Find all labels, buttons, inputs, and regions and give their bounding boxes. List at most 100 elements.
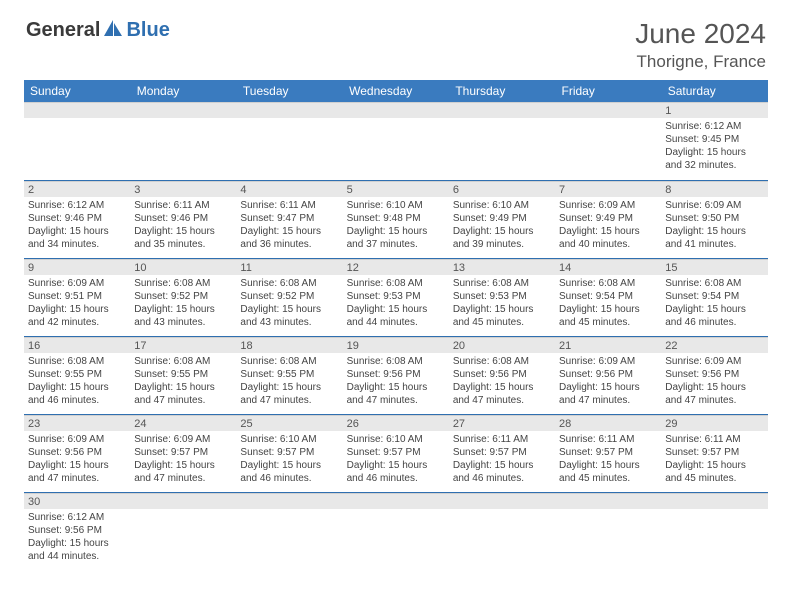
day-body: Sunrise: 6:10 AMSunset: 9:48 PMDaylight:… — [343, 197, 449, 253]
day-body: Sunrise: 6:08 AMSunset: 9:54 PMDaylight:… — [661, 275, 767, 331]
daylight-line: Daylight: 15 hours and 32 minutes. — [665, 146, 763, 172]
daylight-line: Daylight: 15 hours and 45 minutes. — [665, 459, 763, 485]
day-body: Sunrise: 6:08 AMSunset: 9:56 PMDaylight:… — [449, 353, 555, 409]
sunrise-line: Sunrise: 6:08 AM — [453, 277, 551, 290]
sunset-line: Sunset: 9:55 PM — [134, 368, 232, 381]
sunrise-line: Sunrise: 6:09 AM — [665, 355, 763, 368]
day-number: 15 — [661, 259, 767, 275]
day-number: 9 — [24, 259, 130, 275]
day-body: Sunrise: 6:08 AMSunset: 9:52 PMDaylight:… — [130, 275, 236, 331]
calendar-cell: 12Sunrise: 6:08 AMSunset: 9:53 PMDayligh… — [343, 258, 449, 336]
day-body: Sunrise: 6:11 AMSunset: 9:57 PMDaylight:… — [449, 431, 555, 487]
day-number-empty — [130, 102, 236, 118]
calendar-row: 9 Sunrise: 6:09 AMSunset: 9:51 PM Daylight… — [24, 258, 768, 336]
day-body: Sunrise: 6:09 AMSunset: 9:49 PMDaylight:… — [555, 197, 661, 253]
day-body: Sunrise: 6:08 AMSunset: 9:54 PMDaylight:… — [555, 275, 661, 331]
daylight-line: Daylight: 15 hours and 47 minutes. — [347, 381, 445, 407]
day-body: Sunrise: 6:10 AMSunset: 9:57 PMDaylight:… — [236, 431, 342, 487]
calendar-cell: 2Sunrise: 6:12 AMSunset: 9:46 PMDaylight… — [24, 180, 130, 258]
calendar-cell: 25Sunrise: 6:10 AMSunset: 9:57 PMDayligh… — [236, 414, 342, 492]
calendar-row: 23Sunrise: 6:09 AMSunset: 9:56 PMDayligh… — [24, 414, 768, 492]
day-number: 26 — [343, 415, 449, 431]
daylight-line: Daylight: 15 hours and 47 minutes. — [134, 381, 232, 407]
calendar-cell — [236, 492, 342, 570]
day-number-empty — [236, 493, 342, 509]
sunset-line: Sunset: 9:52 PM — [240, 290, 338, 303]
sunset-line: Sunset: 9:53 PM — [453, 290, 551, 303]
day-number-empty — [449, 102, 555, 118]
sunrise-line: Sunrise: 6:09 AM — [559, 199, 657, 212]
sunset-line: Sunset: 9:56 PM — [347, 368, 445, 381]
sunset-line: Sunset: 9:56 PM — [559, 368, 657, 381]
calendar-cell: 21Sunrise: 6:09 AMSunset: 9:56 PMDayligh… — [555, 336, 661, 414]
sunrise-line: Sunrise: 6:08 AM — [347, 277, 445, 290]
sunset-line: Sunset: 9:57 PM — [665, 446, 763, 459]
day-body: Sunrise: 6:11 AMSunset: 9:57 PMDaylight:… — [555, 431, 661, 487]
day-body: Sunrise: 6:09 AMSunset: 9:56 PMDaylight:… — [661, 353, 767, 409]
calendar-cell: 24Sunrise: 6:09 AMSunset: 9:57 PMDayligh… — [130, 414, 236, 492]
sunrise-line: Sunrise: 6:09 AM — [28, 277, 126, 290]
daylight-line: Daylight: 15 hours and 44 minutes. — [28, 537, 126, 563]
calendar-cell — [555, 102, 661, 180]
sunset-line: Sunset: 9:56 PM — [453, 368, 551, 381]
day-body: Sunrise: 6:08 AMSunset: 9:55 PMDaylight:… — [236, 353, 342, 409]
day-body: Sunrise: 6:11 AMSunset: 9:57 PMDaylight:… — [661, 431, 767, 487]
daylight-line: Daylight: 15 hours and 34 minutes. — [28, 225, 126, 251]
weekday-header-row: Sunday Monday Tuesday Wednesday Thursday… — [24, 80, 768, 102]
sunset-line: Sunset: 9:46 PM — [134, 212, 232, 225]
day-number: 3 — [130, 181, 236, 197]
daylight-line: Daylight: 15 hours and 46 minutes. — [453, 459, 551, 485]
sunset-line: Sunset: 9:56 PM — [28, 446, 126, 459]
day-body: Sunrise: 6:09 AMSunset: 9:56 PMDaylight:… — [24, 431, 130, 487]
calendar-cell — [661, 492, 767, 570]
calendar-cell — [449, 102, 555, 180]
day-number: 8 — [661, 181, 767, 197]
sunrise-line: Sunrise: 6:11 AM — [559, 433, 657, 446]
calendar-row: 1Sunrise: 6:12 AMSunset: 9:45 PMDaylight… — [24, 102, 768, 180]
daylight-line: Daylight: 15 hours and 46 minutes. — [347, 459, 445, 485]
weekday-header: Wednesday — [343, 80, 449, 102]
sunset-line: Sunset: 9:57 PM — [453, 446, 551, 459]
sunset-line: Sunset: 9:55 PM — [240, 368, 338, 381]
sunset-line: Sunset: 9:50 PM — [665, 212, 763, 225]
sunset-line: Sunset: 9:46 PM — [28, 212, 126, 225]
day-number: 23 — [24, 415, 130, 431]
day-number: 21 — [555, 337, 661, 353]
sunrise-line: Sunrise: 6:08 AM — [665, 277, 763, 290]
daylight-line: Daylight: 15 hours and 35 minutes. — [134, 225, 232, 251]
sunset-line: Sunset: 9:56 PM — [665, 368, 763, 381]
day-body: Sunrise: 6:08 AMSunset: 9:55 PMDaylight:… — [24, 353, 130, 409]
sunset-line: Sunset: 9:57 PM — [347, 446, 445, 459]
day-number: 19 — [343, 337, 449, 353]
day-number: 24 — [130, 415, 236, 431]
sunrise-line: Sunrise: 6:10 AM — [347, 199, 445, 212]
sunrise-line: Sunrise: 6:08 AM — [347, 355, 445, 368]
day-number: 20 — [449, 337, 555, 353]
calendar-cell: 27Sunrise: 6:11 AMSunset: 9:57 PMDayligh… — [449, 414, 555, 492]
calendar-cell: 16Sunrise: 6:08 AMSunset: 9:55 PMDayligh… — [24, 336, 130, 414]
day-body: Sunrise: 6:12 AMSunset: 9:46 PMDaylight:… — [24, 197, 130, 253]
sunrise-line: Sunrise: 6:11 AM — [665, 433, 763, 446]
logo: General Blue — [26, 18, 170, 43]
sunset-line: Sunset: 9:57 PM — [240, 446, 338, 459]
day-body: Sunrise: 6:09 AMSunset: 9:57 PMDaylight:… — [130, 431, 236, 487]
calendar-cell: 10Sunrise: 6:08 AMSunset: 9:52 PMDayligh… — [130, 258, 236, 336]
sunrise-line: Sunrise: 6:10 AM — [347, 433, 445, 446]
day-number: 16 — [24, 337, 130, 353]
daylight-line: Daylight: 15 hours and 43 minutes. — [134, 303, 232, 329]
calendar-cell — [343, 492, 449, 570]
calendar-cell: 1Sunrise: 6:12 AMSunset: 9:45 PMDaylight… — [661, 102, 767, 180]
sunset-line: Sunset: 9:52 PM — [134, 290, 232, 303]
weekday-header: Saturday — [661, 80, 767, 102]
month-title: June 2024 — [635, 18, 766, 50]
sunset-line: Sunset: 9:51 PM — [28, 290, 126, 303]
day-body: Sunrise: 6:08 AMSunset: 9:55 PMDaylight:… — [130, 353, 236, 409]
sunrise-line: Sunrise: 6:09 AM — [665, 199, 763, 212]
day-number-empty — [661, 493, 767, 509]
day-body: Sunrise: 6:12 AMSunset: 9:56 PMDaylight:… — [24, 509, 130, 565]
day-body: Sunrise: 6:11 AMSunset: 9:46 PMDaylight:… — [130, 197, 236, 253]
calendar-cell — [24, 102, 130, 180]
daylight-line: Daylight: 15 hours and 46 minutes. — [240, 459, 338, 485]
calendar-row: 16Sunrise: 6:08 AMSunset: 9:55 PMDayligh… — [24, 336, 768, 414]
sunrise-line: Sunrise: 6:08 AM — [134, 277, 232, 290]
